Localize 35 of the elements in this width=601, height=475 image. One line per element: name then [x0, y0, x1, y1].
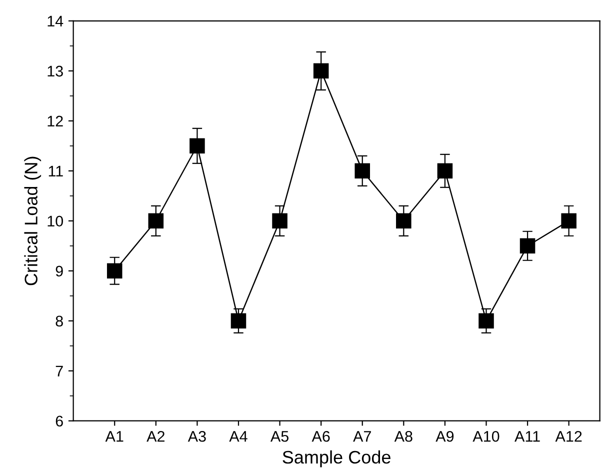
- y-tick-label: 9: [56, 266, 63, 277]
- point: [148, 213, 164, 229]
- point: [272, 213, 288, 229]
- x-tick-label: A1: [105, 431, 124, 442]
- point: [106, 263, 122, 279]
- x-tick-label: A8: [394, 430, 412, 442]
- x-tick-label: A11: [514, 431, 540, 442]
- point: [520, 238, 536, 254]
- y-tick-label: 14: [48, 16, 64, 26]
- y-tick-label: 12: [48, 116, 63, 126]
- y-axis-title: Critical Load (N): [24, 156, 42, 286]
- point: [561, 213, 576, 229]
- x-axis-title: Sample Code: [282, 450, 390, 468]
- y-tick-label: 7: [56, 366, 63, 376]
- y-tick-label: 10: [48, 216, 64, 227]
- point: [396, 213, 412, 229]
- point: [437, 163, 453, 179]
- y-tick-label: 11: [48, 166, 63, 176]
- x-tick-label: A10: [472, 430, 500, 442]
- point: [354, 163, 370, 179]
- point: [230, 313, 246, 328]
- point: [190, 138, 205, 154]
- y-tick-label: 8: [56, 316, 63, 327]
- x-tick-label: A5: [270, 431, 288, 442]
- y-tick-label: 6: [56, 416, 63, 427]
- point: [478, 313, 494, 328]
- x-tick-label: A12: [555, 430, 582, 442]
- x-tick-label: A7: [353, 431, 371, 442]
- x-tick-label: A6: [312, 430, 330, 442]
- x-tick-label: A9: [436, 430, 454, 442]
- point: [313, 63, 329, 79]
- x-tick-label: A3: [188, 430, 206, 442]
- x-tick-label: A4: [229, 431, 248, 442]
- x-tick-label: A2: [146, 430, 164, 442]
- y-tick-label: 13: [48, 66, 63, 77]
